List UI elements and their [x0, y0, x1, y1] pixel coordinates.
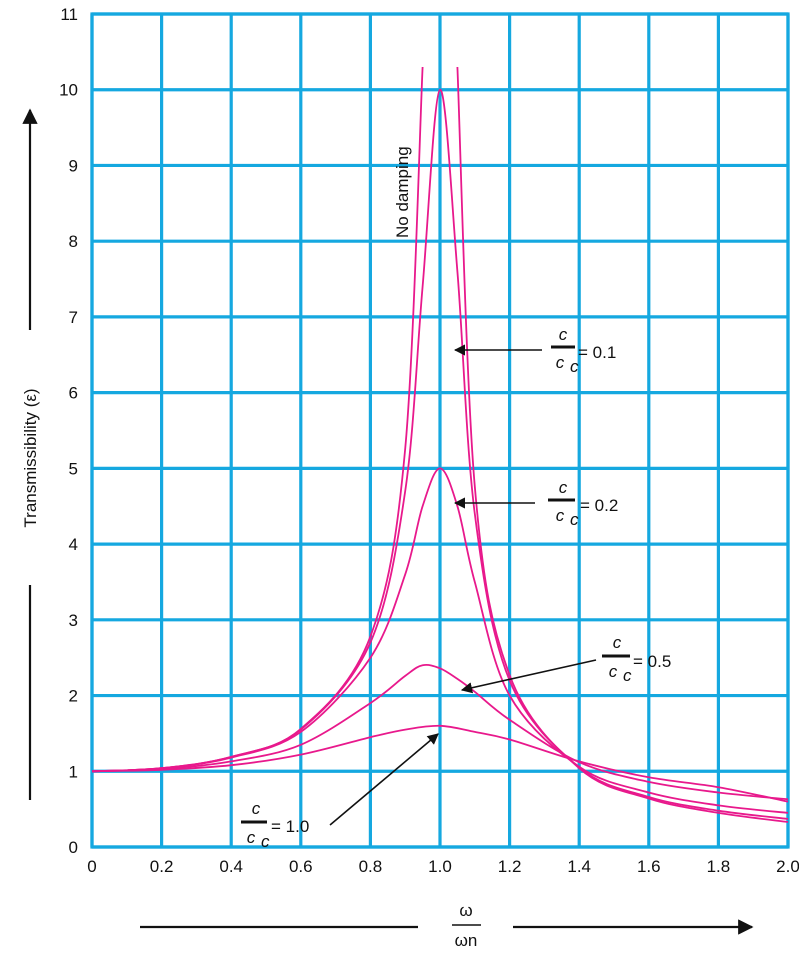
- x-axis-label-denominator: ωn: [455, 931, 478, 950]
- curves: [91, 66, 789, 823]
- x-tick-label: 1.8: [707, 857, 731, 876]
- y-tick-label: 9: [69, 156, 78, 175]
- annotation-0-2-den: c: [556, 506, 565, 525]
- annotation-no-damping: No damping: [393, 146, 412, 238]
- annotation-0-5-den-sub: c: [623, 666, 632, 685]
- x-tick-label: 1.0: [428, 857, 452, 876]
- series-no-damping-branch-right: [456, 66, 789, 823]
- annotation-0-5-num: c: [613, 633, 622, 652]
- y-tick-label: 5: [69, 459, 78, 478]
- y-axis-label: Transmissibility (ε): [21, 388, 40, 527]
- annotation-damping-1-0: c c c = 1.0: [241, 733, 439, 851]
- y-tick-label: 11: [60, 5, 78, 24]
- arrow-1-0: [329, 733, 439, 826]
- x-tick-label: 0.2: [150, 857, 174, 876]
- y-tick-label: 7: [69, 308, 78, 327]
- y-tick-label: 10: [59, 81, 78, 100]
- grid: [90, 12, 790, 849]
- x-tick-label: 0.8: [359, 857, 383, 876]
- annotation-0-2-num: c: [559, 478, 568, 497]
- annotation-1-0-value: = 1.0: [271, 817, 309, 836]
- arrow-0-5: [460, 659, 597, 694]
- series-c-cc-1-0: [91, 724, 789, 803]
- annotation-0-2-value: = 0.2: [580, 496, 618, 515]
- annotation-damping-0-2: c c c = 0.2: [453, 478, 618, 529]
- annotation-0-5-value: = 0.5: [633, 652, 671, 671]
- x-tick-label: 1.2: [498, 857, 522, 876]
- x-tick-label: 2.0: [776, 857, 799, 876]
- annotation-1-0-den-sub: c: [261, 832, 270, 851]
- x-tick-label: 1.6: [637, 857, 661, 876]
- annotation-1-0-num: c: [252, 799, 261, 818]
- y-tick-label: 0: [69, 838, 78, 857]
- annotation-0-1-den: c: [556, 353, 565, 372]
- annotation-0-5-den: c: [609, 662, 618, 681]
- x-tick-label: 0.6: [289, 857, 313, 876]
- y-tick-label: 4: [69, 535, 78, 554]
- y-tick-label: 3: [69, 611, 78, 630]
- annotation-damping-0-5: c c c = 0.5: [460, 633, 671, 694]
- tick-labels: 0 0.2 0.4 0.6 0.8 1.0 1.2 1.4 1.6 1.8 2.0 0 1 2 3 4 5 6 7 8…: [59, 5, 799, 876]
- series-c-cc-0-2: [91, 467, 789, 814]
- annotation-0-1-den-sub: c: [570, 357, 579, 376]
- x-tick-label: 0: [87, 857, 96, 876]
- y-tick-label: 2: [69, 687, 78, 706]
- annotation-damping-0-1: c c c = 0.1: [453, 325, 616, 376]
- series-no-damping-branch-left: [91, 66, 424, 773]
- series-c-cc-0-5: [91, 663, 789, 801]
- y-tick-label: 1: [69, 762, 78, 781]
- x-tick-label: 1.4: [567, 857, 591, 876]
- annotation-1-0-den: c: [247, 828, 256, 847]
- y-tick-label: 6: [69, 384, 78, 403]
- plot-frame: [90, 12, 790, 849]
- x-axis-label-numerator: ω: [459, 901, 472, 920]
- annotation-0-1-num: c: [559, 325, 568, 344]
- annotation-0-2-den-sub: c: [570, 510, 579, 529]
- x-tick-label: 0.4: [219, 857, 243, 876]
- annotation-0-1-value: = 0.1: [578, 343, 616, 362]
- y-tick-label: 8: [69, 232, 78, 251]
